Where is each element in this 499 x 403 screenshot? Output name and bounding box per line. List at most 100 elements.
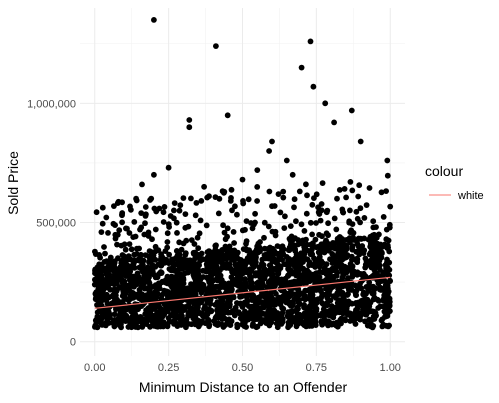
scatter-point	[103, 297, 110, 304]
scatter-point	[317, 312, 324, 319]
scatter-point	[324, 302, 331, 309]
scatter-point	[112, 235, 119, 242]
scatter-point	[282, 275, 289, 282]
scatter-point	[126, 230, 133, 236]
scatter-point	[216, 195, 223, 202]
scatter-point	[207, 252, 214, 259]
scatter-point	[304, 192, 310, 199]
scatter-point	[376, 251, 383, 258]
scatter-point	[239, 227, 246, 234]
scatter-point	[164, 230, 171, 237]
scatter-point	[188, 285, 195, 292]
scatter-point	[363, 258, 370, 265]
scatter-point	[180, 195, 187, 202]
scatter-point	[207, 301, 214, 307]
scatter-point	[217, 258, 224, 265]
scatter-point	[322, 100, 329, 107]
scatter-point	[368, 257, 375, 264]
scatter-point	[333, 226, 340, 233]
scatter-point	[111, 203, 117, 210]
scatter-point	[348, 253, 355, 260]
scatter-point	[217, 312, 224, 319]
scatter-point	[326, 274, 333, 281]
scatter-point	[160, 219, 167, 225]
scatter-point	[353, 208, 360, 215]
scatter-point	[197, 217, 204, 224]
y-axis-title: Sold Price	[5, 151, 21, 215]
scatter-point	[329, 281, 336, 288]
scatter-point	[349, 300, 355, 307]
scatter-point	[213, 247, 219, 254]
scatter-point	[329, 267, 336, 274]
scatter-point	[193, 200, 200, 206]
scatter-point	[339, 245, 345, 252]
scatter-point	[383, 226, 390, 233]
scatter-point	[295, 270, 302, 277]
scatter-point	[370, 218, 377, 225]
scatter-point	[310, 243, 317, 250]
scatter-point	[182, 211, 189, 218]
scatter-point	[205, 264, 211, 270]
scatter-point	[335, 300, 342, 307]
scatter-point	[273, 260, 280, 266]
scatter-point	[312, 319, 319, 326]
scatter-point	[188, 265, 195, 271]
scatter-point	[249, 297, 255, 303]
scatter-point	[318, 258, 325, 265]
scatter-point	[179, 313, 185, 319]
scatter-point	[106, 320, 112, 326]
scatter-point	[380, 214, 387, 220]
scatter-point	[226, 243, 233, 250]
scatter-point	[270, 300, 277, 307]
scatter-point	[165, 221, 172, 228]
scatter-point	[289, 171, 296, 178]
scatter-point	[340, 209, 346, 216]
scatter-point	[119, 219, 125, 226]
scatter-point	[309, 231, 315, 238]
scatter-point	[337, 254, 343, 261]
scatter-point	[124, 262, 131, 269]
scatter-point	[127, 268, 134, 275]
scatter-point	[188, 195, 194, 202]
scatter-point	[147, 197, 154, 203]
scatter-point	[331, 215, 338, 222]
scatter-point	[301, 251, 308, 257]
scatter-point	[146, 306, 153, 312]
scatter-point	[220, 222, 227, 229]
scatter-point	[130, 294, 137, 301]
scatter-point	[212, 242, 219, 249]
scatter-point	[308, 298, 315, 305]
scatter-point	[303, 280, 310, 286]
scatter-point	[274, 251, 281, 257]
scatter-point	[291, 204, 297, 211]
scatter-point	[194, 234, 201, 241]
scatter-point	[103, 214, 110, 221]
scatter-point	[234, 300, 240, 306]
scatter-point	[97, 304, 103, 310]
scatter-point	[359, 243, 366, 249]
scatter-point	[230, 257, 237, 264]
scatter-point	[159, 291, 166, 298]
scatter-point	[186, 299, 193, 306]
scatter-point	[123, 285, 129, 292]
scatter-point	[212, 314, 219, 321]
scatter-point	[183, 237, 190, 244]
scatter-point	[277, 209, 284, 216]
scatter-point	[120, 306, 127, 312]
scatter-point	[110, 220, 117, 227]
scatter-point	[101, 244, 107, 250]
scatter-point	[109, 300, 116, 307]
scatter-point	[287, 267, 294, 274]
scatter-point	[146, 253, 152, 260]
scatter-point	[383, 236, 390, 243]
scatter-point	[195, 304, 201, 311]
scatter-point	[307, 38, 314, 45]
scatter-point	[131, 219, 138, 225]
scatter-point	[279, 248, 285, 254]
scatter-point	[186, 117, 193, 123]
scatter-point	[161, 311, 168, 318]
scatter-point	[164, 244, 171, 251]
scatter-point	[303, 236, 309, 243]
scatter-point	[384, 270, 390, 277]
scatter-point	[247, 272, 253, 279]
